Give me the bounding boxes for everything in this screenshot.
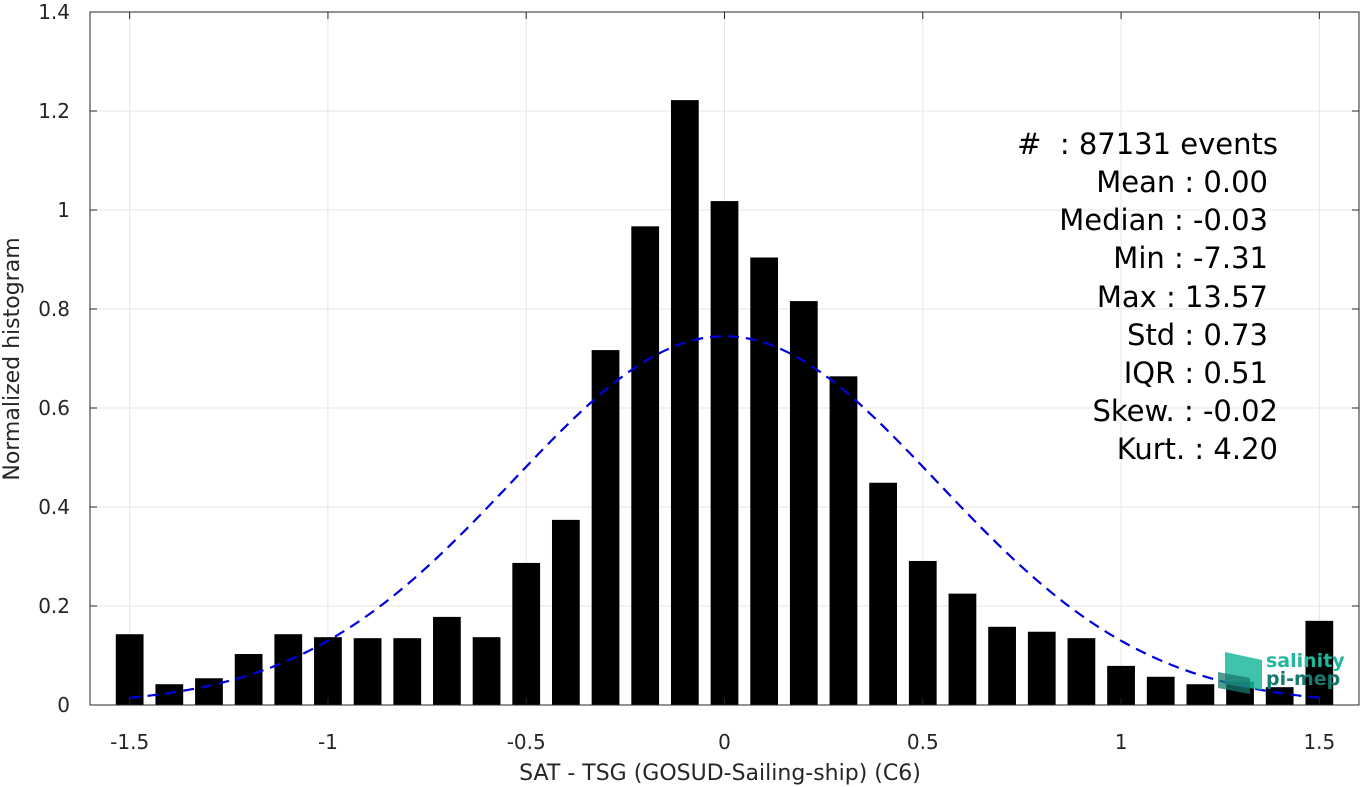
histogram-bar <box>472 637 501 705</box>
stat-median: Median : -0.03 <box>1059 203 1268 237</box>
histogram-bar <box>591 350 620 705</box>
x-tick-label: 0 <box>718 730 731 754</box>
histogram-bar <box>1067 638 1096 705</box>
histogram-bar <box>314 637 342 705</box>
histogram-bar <box>1146 676 1175 705</box>
stat-mean: Mean : 0.00 <box>1096 165 1268 199</box>
histogram-bar <box>551 519 580 705</box>
stat-events: # : 87131 events <box>1017 127 1278 161</box>
statistics-panel: # : 87131 events Mean : 0.00 Median : -0… <box>1017 127 1278 466</box>
histogram-bar <box>115 634 144 705</box>
logo-text-salinity: salinity <box>1266 650 1345 672</box>
stat-kurt: Kurt. : 4.20 <box>1117 432 1278 466</box>
stat-skew: Skew. : -0.02 <box>1092 394 1278 428</box>
histogram-bar <box>789 301 818 705</box>
logo-mark-icon <box>1218 652 1262 694</box>
x-tick-label: 1.5 <box>1303 730 1335 754</box>
stat-min: Min : -7.31 <box>1113 241 1268 275</box>
axis-ticks <box>90 11 1359 706</box>
y-tick-label: 1.2 <box>38 99 70 123</box>
x-tick-label: -1.5 <box>110 730 149 754</box>
histogram-bar <box>829 376 858 705</box>
salinity-pi-mep-logo: salinity pi-mep <box>1218 650 1345 694</box>
y-tick-label: 1.4 <box>38 0 70 24</box>
gaussian-fit-curve <box>129 335 1320 699</box>
histogram-bar <box>195 678 223 705</box>
y-tick-label: 0.2 <box>38 594 70 618</box>
x-tick-label: 0.5 <box>907 730 939 754</box>
x-tick-label: 1 <box>1115 730 1128 754</box>
histogram-bar <box>1027 631 1056 705</box>
y-tick-labels: 0 0.2 0.4 0.6 0.8 1 1.2 1.4 <box>38 0 70 717</box>
histogram-bar <box>710 201 739 705</box>
histogram-bar <box>948 593 977 705</box>
stat-std: Std : 0.73 <box>1127 318 1268 352</box>
histogram-bar <box>234 654 263 705</box>
histogram-bar <box>433 616 461 705</box>
y-tick-label: 0.4 <box>38 495 70 519</box>
histogram-bar <box>1305 620 1334 705</box>
histogram-bar <box>908 560 937 705</box>
histogram-bar <box>274 634 303 705</box>
histogram-bar <box>1186 684 1215 705</box>
histogram-bars <box>115 100 1334 706</box>
histogram-bar <box>988 626 1016 705</box>
y-tick-label: 1 <box>57 198 70 222</box>
stat-max: Max : 13.57 <box>1097 280 1268 314</box>
x-tick-label: -0.5 <box>507 730 546 754</box>
histogram-bar <box>670 100 699 706</box>
y-tick-label: 0.8 <box>38 297 70 321</box>
histogram-bar <box>869 482 898 705</box>
x-tick-label: -1 <box>318 730 338 754</box>
logo-text-pi-mep: pi-mep <box>1266 668 1340 690</box>
histogram-bar <box>393 638 422 705</box>
y-axis-label: Normalized histogram <box>0 237 25 480</box>
stat-iqr: IQR : 0.51 <box>1124 356 1268 390</box>
histogram-bar <box>155 684 184 705</box>
histogram-bar <box>631 226 660 705</box>
histogram-bar <box>750 257 779 705</box>
y-tick-label: 0.6 <box>38 396 70 420</box>
y-tick-label: 0 <box>57 693 70 717</box>
histogram-bar <box>353 638 382 705</box>
x-axis-label: SAT - TSG (GOSUD-Sailing-ship) (C6) <box>519 761 921 786</box>
x-tick-labels: -1.5 -1 -0.5 0 0.5 1 1.5 <box>110 730 1335 754</box>
histogram-bar <box>512 562 541 705</box>
